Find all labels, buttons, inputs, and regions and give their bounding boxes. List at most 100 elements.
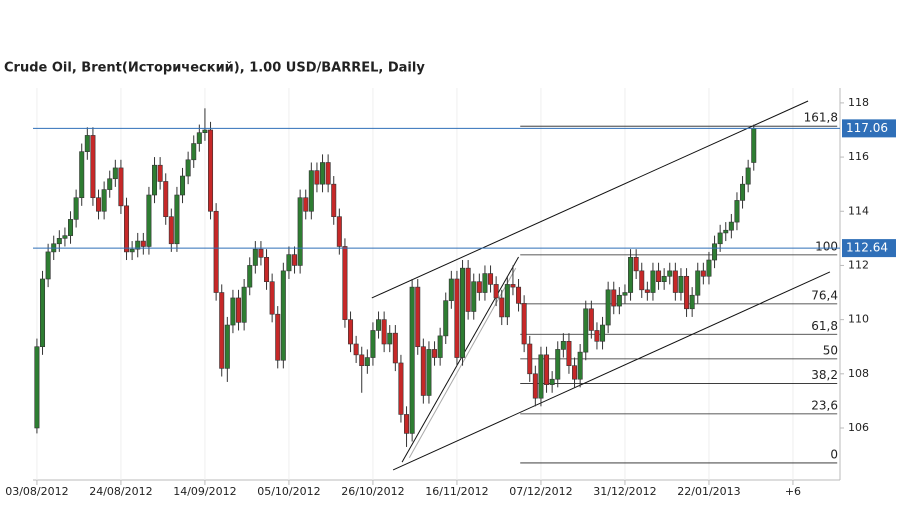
y-tick-label: 110 <box>848 313 869 326</box>
candle-body <box>728 221 734 231</box>
candle-body <box>353 343 359 356</box>
x-tick-label: 03/08/2012 <box>5 485 68 498</box>
candle-body <box>56 238 62 245</box>
candle-body <box>297 197 303 266</box>
candle-body <box>460 267 466 358</box>
candle-body <box>572 365 578 380</box>
candle-body <box>448 278 454 301</box>
candle-body <box>437 335 443 358</box>
y-tick-label: 108 <box>848 367 869 380</box>
candle-body <box>146 194 152 247</box>
candle-body <box>527 343 533 375</box>
candle-body <box>376 319 382 331</box>
price-label-box <box>842 119 896 138</box>
fib-label: 161,8 <box>804 111 838 125</box>
candle-body <box>112 167 118 180</box>
y-tick-label: 112 <box>848 258 869 271</box>
candle-body <box>566 340 572 366</box>
candle-body <box>538 354 544 399</box>
candle-body <box>577 351 583 380</box>
candle-body <box>359 354 365 366</box>
candle-body <box>521 303 527 345</box>
candle-body <box>73 197 79 220</box>
candle-body <box>751 128 757 163</box>
candle-body <box>168 216 174 245</box>
candle-body <box>656 270 662 282</box>
candle-body <box>712 243 718 261</box>
candle-body <box>465 267 471 312</box>
candle-body <box>476 281 482 293</box>
candle-body <box>583 308 589 353</box>
candle-body <box>734 200 740 223</box>
candle-body <box>236 297 242 323</box>
candle-body <box>280 270 286 361</box>
candle-body <box>661 275 667 282</box>
candle-body <box>555 349 561 380</box>
candle-body <box>303 197 309 212</box>
candle-body <box>208 129 214 212</box>
candle-body <box>174 194 180 245</box>
candle-body <box>275 313 281 361</box>
candle-body <box>107 178 113 190</box>
candle-body <box>191 143 197 161</box>
candle-body <box>224 324 230 369</box>
candle-body <box>348 319 354 345</box>
fib-label: 38,2 <box>811 368 838 382</box>
fib-label: 50 <box>823 343 838 357</box>
candle-body <box>79 151 85 199</box>
x-tick-label: 05/10/2012 <box>257 485 320 498</box>
candle-body <box>672 270 678 293</box>
candle-body <box>286 254 292 272</box>
candle-body <box>695 270 701 296</box>
candle-body <box>605 289 611 326</box>
candle-body <box>510 284 516 288</box>
candle-body <box>706 259 712 277</box>
candle-body <box>118 167 124 207</box>
candle-body <box>504 284 510 318</box>
candle-body <box>616 294 622 307</box>
candle-body <box>549 378 555 385</box>
candle-body <box>426 349 432 396</box>
candle-body <box>493 284 499 299</box>
candle-body <box>723 229 729 234</box>
candle-body <box>213 210 219 293</box>
candle-body <box>163 181 169 217</box>
candle-body <box>443 300 449 337</box>
candle-body <box>471 281 477 312</box>
candle-body <box>740 183 746 201</box>
x-tick-label: 16/11/2012 <box>425 485 488 498</box>
candle-body <box>404 414 410 434</box>
candle-body <box>314 170 320 185</box>
candle-body <box>336 216 342 247</box>
candle-body <box>639 270 645 291</box>
price-label: 117.06 <box>846 121 888 135</box>
candle-body <box>135 240 141 250</box>
candle-body <box>62 235 68 239</box>
candle-body <box>650 270 656 293</box>
x-tick-label: 22/01/2013 <box>677 485 740 498</box>
candle-body <box>45 251 51 280</box>
candle-body <box>684 275 690 310</box>
candle-body <box>219 292 225 369</box>
x-tick-label: 26/10/2012 <box>341 485 404 498</box>
candle-body <box>381 319 387 345</box>
candle-body <box>84 135 90 152</box>
trend-line <box>401 256 519 463</box>
y-tick-label: 118 <box>848 96 869 109</box>
candle-body <box>516 286 522 304</box>
candle-body <box>432 349 438 358</box>
trend-line <box>371 100 809 299</box>
price-label-box <box>842 239 896 258</box>
candle-body <box>745 167 751 185</box>
candle-body <box>398 362 404 415</box>
y-tick-label: 114 <box>848 204 869 217</box>
candle-body <box>678 275 684 293</box>
candle-body <box>185 159 191 177</box>
x-tick-label: 31/12/2012 <box>593 485 656 498</box>
candle-body <box>292 254 298 266</box>
candle-body <box>415 286 421 348</box>
fib-label: 0 <box>830 447 838 461</box>
y-tick-label: 106 <box>848 421 869 434</box>
candle-body <box>247 265 253 288</box>
